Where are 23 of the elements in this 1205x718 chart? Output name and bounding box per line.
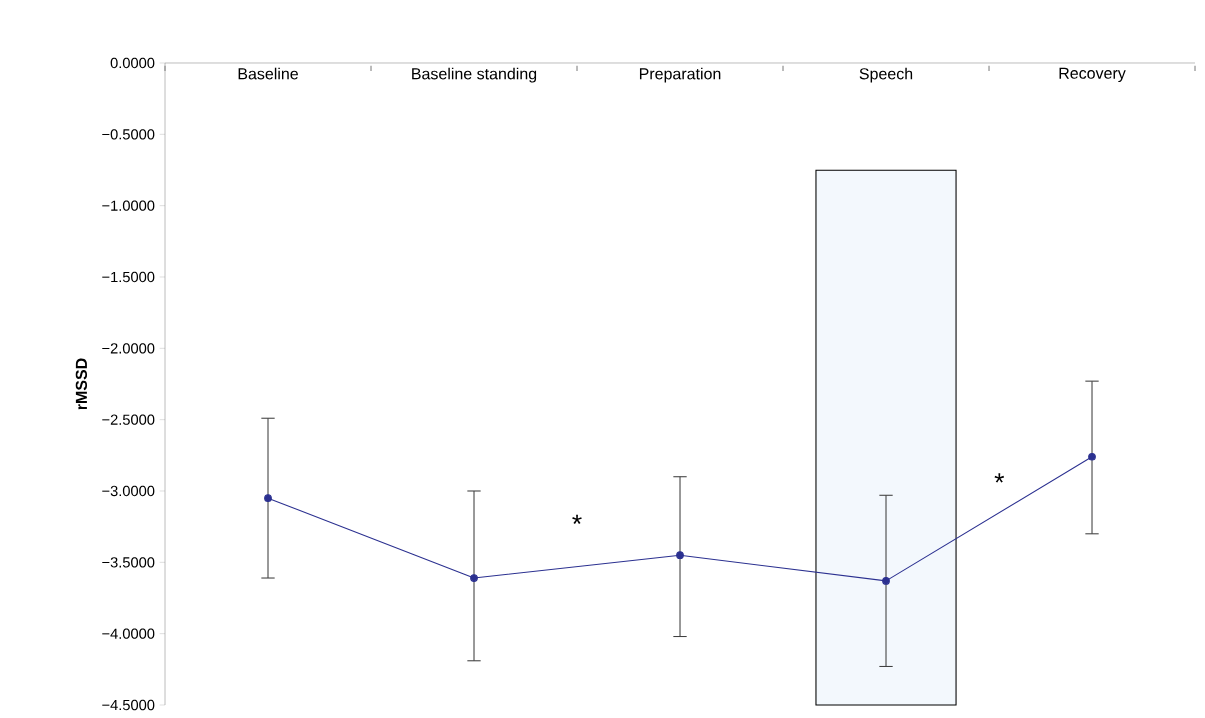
point <box>264 494 272 502</box>
annotation: * <box>994 473 1005 483</box>
y-tick-label: −4.5000 <box>102 699 155 711</box>
annotation: * <box>572 514 582 524</box>
point <box>470 574 478 582</box>
y-tick-label: −2.0000 <box>102 343 155 354</box>
y-tick-label: −1.5000 <box>102 271 155 283</box>
y-tick-label: −4.0000 <box>102 628 155 639</box>
y-tick-label: −3.0000 <box>102 485 155 497</box>
x-tick-label: Preparation <box>639 67 721 83</box>
x-tick-label: Speech <box>859 67 913 83</box>
point <box>1088 452 1096 461</box>
y-tick-label: 0.0000 <box>110 57 155 69</box>
point <box>882 577 890 585</box>
y-tick-label: −3.5000 <box>102 557 155 568</box>
y-tick-label: −0.5000 <box>102 129 155 140</box>
point <box>676 551 684 560</box>
x-tick-label: Recovery <box>1059 67 1126 83</box>
x-tick-label: Baseline <box>238 67 298 80</box>
x-tick-label: Baseline standing <box>412 67 537 83</box>
y-axis-title: rMSSD <box>75 358 88 410</box>
y-tick-label: −2.5000 <box>102 414 155 425</box>
y-tick-label: −1.0000 <box>102 200 155 211</box>
